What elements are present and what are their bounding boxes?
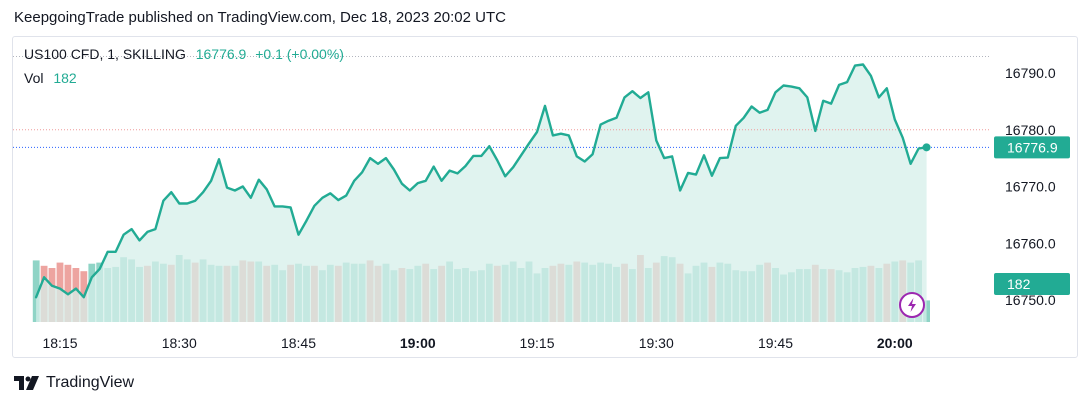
time-tick-label: 19:15 (519, 335, 554, 351)
price-axis: 16790.0 16780.0 16770.0 16760.0 16750.0 (1005, 65, 1056, 308)
symbol-name: US100 CFD, 1, SKILLING (24, 46, 186, 62)
volume-bar (32, 260, 40, 322)
price-tick-label: 16790.0 (1005, 65, 1056, 81)
brand-name: TradingView (46, 374, 135, 391)
last-price-badge: 16776.9 (994, 136, 1070, 159)
symbol-legend[interactable]: US100 CFD, 1, SKILLING 16776.9 +0.1 (+0.… (24, 46, 344, 62)
last-volume-badge: 182 (994, 273, 1070, 295)
time-tick-label: 20:00 (877, 335, 913, 351)
volume-label: Vol (24, 70, 44, 86)
time-tick-label: 18:30 (162, 335, 197, 351)
price-area-fill (36, 64, 927, 322)
tradingview-logo-icon (14, 376, 39, 390)
axis-badges: 16776.9 182 (994, 136, 1070, 295)
time-tick-label: 19:00 (400, 335, 436, 351)
tradingview-footer[interactable]: TradingView (14, 374, 134, 392)
price-tick-label: 16770.0 (1005, 179, 1056, 195)
time-tick-label: 19:45 (758, 335, 793, 351)
volume-legend[interactable]: Vol 182 (24, 70, 77, 86)
time-tick-label: 18:45 (281, 335, 316, 351)
svg-text:16776.9: 16776.9 (1007, 139, 1058, 155)
svg-text:182: 182 (1007, 276, 1031, 292)
price-tick-label: 16780.0 (1005, 122, 1056, 138)
time-tick-label: 19:30 (639, 335, 674, 351)
time-tick-label: 18:15 (42, 335, 77, 351)
legend-price: 16776.9 (195, 46, 247, 62)
price-tick-label: 16760.0 (1005, 235, 1056, 251)
volume-value: 182 (53, 70, 77, 86)
price-line (34, 63, 928, 299)
price-tick-label: 16750.0 (1005, 292, 1056, 308)
chart-frame (12, 36, 1078, 358)
last-price-dot (922, 143, 931, 152)
lightning-icon[interactable] (899, 292, 925, 318)
time-axis: 18:15 18:30 18:45 19:00 19:15 19:30 19:45 20:00 (42, 335, 912, 351)
publish-header: KeepgoingTrade published on TradingView.… (14, 9, 506, 26)
legend-change: +0.1 (+0.00%) (255, 46, 344, 62)
